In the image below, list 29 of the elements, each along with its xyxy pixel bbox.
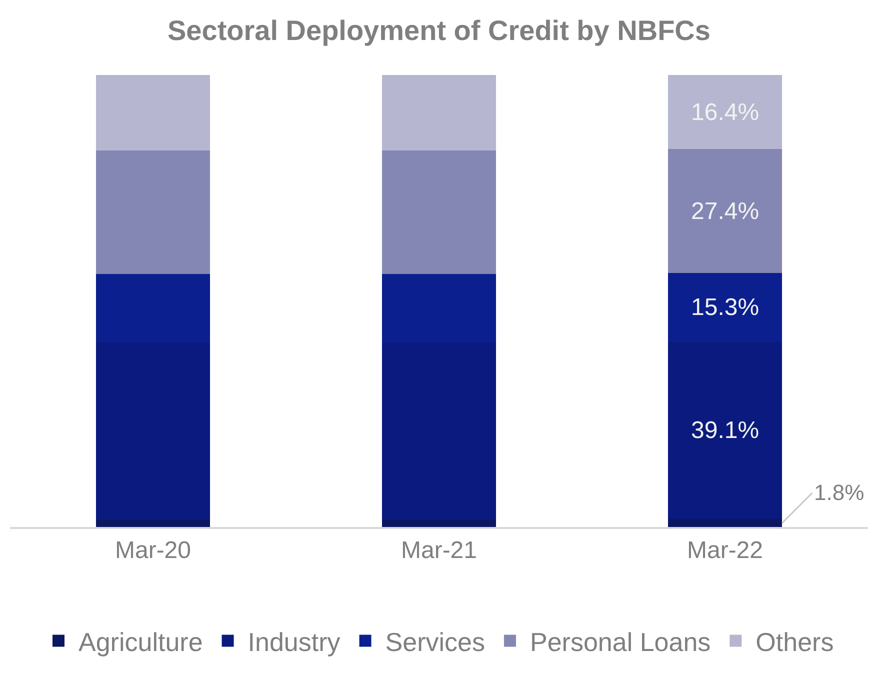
- bar: [96, 75, 210, 150]
- bar: [382, 274, 496, 343]
- data-label: 16.4%: [691, 99, 760, 126]
- legend-label: Services: [385, 626, 485, 657]
- x-tick-label: Mar-20: [114, 536, 192, 564]
- bar: [96, 519, 210, 527]
- data-label: 39.1%: [691, 417, 760, 444]
- bar: [96, 274, 210, 343]
- chart-title: Sectoral Deployment of Credit by NBFCs: [168, 14, 710, 46]
- bar: [668, 272, 782, 342]
- legend-label: Agriculture: [78, 626, 203, 657]
- bar: [668, 518, 782, 527]
- bar: [382, 75, 496, 150]
- legend-label: Industry: [248, 626, 340, 657]
- bar: [382, 519, 496, 527]
- legend-label: Personal Loans: [530, 626, 711, 657]
- bar: [668, 149, 782, 273]
- data-label: 15.3%: [691, 294, 760, 321]
- bar: [96, 342, 210, 520]
- x-tick-label: Mar-21: [400, 536, 478, 564]
- bar: [96, 150, 210, 274]
- bar: [382, 342, 496, 520]
- bar: [382, 150, 496, 274]
- legend-label: Others: [756, 626, 834, 657]
- data-label: 1.8%: [814, 480, 864, 505]
- bar: [668, 342, 782, 519]
- x-tick-label: Mar-22: [686, 536, 764, 564]
- bar: [668, 75, 782, 150]
- data-label: 27.4%: [691, 198, 760, 225]
